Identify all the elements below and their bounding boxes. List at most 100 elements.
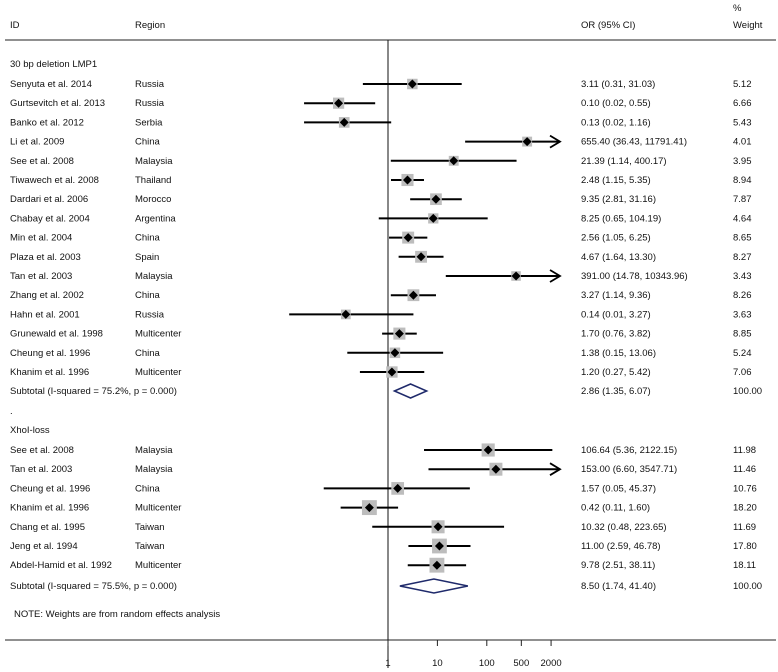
study-region: China xyxy=(135,137,161,148)
study-id: Zhang et al. 2002 xyxy=(10,290,84,301)
study-id: Grunewald et al. 1998 xyxy=(10,329,103,340)
forest-rows: 30 bp deletion LMP1 Senyuta et al. 2014 Ru… xyxy=(10,59,762,620)
point-estimate xyxy=(522,137,532,147)
study-or-ci: 3.11 (0.31, 31.03) xyxy=(581,79,655,90)
study-weight: 4.01 xyxy=(733,137,752,148)
study-id: Dardari et al. 2006 xyxy=(10,194,88,205)
study-weight: 8.85 xyxy=(733,329,752,340)
study-region: Multicenter xyxy=(135,503,181,514)
point-estimate xyxy=(393,483,403,493)
study-region: Morocco xyxy=(135,194,171,205)
study-or-ci: 1.70 (0.76, 3.82) xyxy=(581,329,651,340)
subtotal-label: Subtotal (I-squared = 75.2%, p = 0.000) xyxy=(10,386,177,397)
study-id: Chang et al. 1995 xyxy=(10,522,85,533)
study-weight: 3.95 xyxy=(733,156,752,167)
point-estimate xyxy=(402,175,412,185)
study-id: Min et al. 2004 xyxy=(10,233,72,244)
study-weight: 11.46 xyxy=(733,464,756,475)
study-or-ci: 0.10 (0.02, 0.55) xyxy=(581,98,651,109)
study-region: Multicenter xyxy=(135,367,181,378)
header-region: Region xyxy=(135,20,165,31)
point-estimate xyxy=(408,290,418,300)
subtotal-or-ci: 8.50 (1.74, 41.40) xyxy=(581,581,656,592)
x-tick-label: 500 xyxy=(513,658,529,669)
study-weight: 3.63 xyxy=(733,309,752,320)
study-or-ci: 10.32 (0.48, 223.65) xyxy=(581,522,667,533)
study-region: Multicenter xyxy=(135,329,181,340)
study-or-ci: 655.40 (36.43, 11791.41) xyxy=(581,137,687,148)
group-label: 30 bp deletion LMP1 xyxy=(10,59,97,70)
x-tick-label: 10 xyxy=(432,658,443,669)
x-tick-label: 1 xyxy=(385,658,390,669)
study-region: Russia xyxy=(135,98,165,109)
study-or-ci: 1.57 (0.05, 45.37) xyxy=(581,483,656,494)
point-estimate xyxy=(390,348,400,358)
study-weight: 11.69 xyxy=(733,522,756,533)
study-weight: 18.11 xyxy=(733,560,756,571)
point-estimate xyxy=(428,213,438,223)
study-id: Tan et al. 2003 xyxy=(10,271,72,282)
study-or-ci: 9.78 (2.51, 38.11) xyxy=(581,560,655,571)
study-weight: 4.64 xyxy=(733,213,752,224)
study-or-ci: 153.00 (6.60, 3547.71) xyxy=(581,464,677,475)
point-estimate xyxy=(364,503,374,513)
study-id: Tiwawech et al. 2008 xyxy=(10,175,99,186)
point-estimate xyxy=(449,156,459,166)
study-region: Russia xyxy=(135,79,165,90)
subtotal-label: Subtotal (I-squared = 75.5%, p = 0.000) xyxy=(10,581,177,592)
study-or-ci: 2.48 (1.15, 5.35) xyxy=(581,175,651,186)
study-or-ci: 21.39 (1.14, 400.17) xyxy=(581,156,667,167)
point-estimate xyxy=(394,329,404,339)
header-weight: Weight xyxy=(733,20,763,31)
study-region: Multicenter xyxy=(135,560,181,571)
point-estimate xyxy=(416,252,426,262)
study-or-ci: 3.27 (1.14, 9.36) xyxy=(581,290,651,301)
footnote: NOTE: Weights are from random effects an… xyxy=(14,609,220,620)
point-estimate xyxy=(407,79,417,89)
study-or-ci: 1.38 (0.15, 13.06) xyxy=(581,348,656,359)
study-or-ci: 8.25 (0.65, 104.19) xyxy=(581,213,661,224)
header-id: ID xyxy=(10,20,20,31)
study-region: Malaysia xyxy=(135,464,173,475)
group-separator: . xyxy=(10,406,13,417)
study-region: Malaysia xyxy=(135,156,173,167)
group-label: XhoI-loss xyxy=(10,425,50,436)
study-weight: 17.80 xyxy=(733,541,757,552)
study-id: Abdel-Hamid et al. 1992 xyxy=(10,560,112,571)
study-region: Thailand xyxy=(135,175,171,186)
study-or-ci: 9.35 (2.81, 31.16) xyxy=(581,194,656,205)
study-id: Plaza et al. 2003 xyxy=(10,252,81,263)
subtotal-or-ci: 2.86 (1.35, 6.07) xyxy=(581,386,651,397)
study-region: Russia xyxy=(135,309,165,320)
study-id: Tan et al. 2003 xyxy=(10,464,72,475)
study-weight: 3.43 xyxy=(733,271,752,282)
point-estimate xyxy=(433,522,443,532)
study-weight: 8.26 xyxy=(733,290,752,301)
x-tick-label: 100 xyxy=(479,658,495,669)
point-estimate xyxy=(511,271,521,281)
x-axis: 1 10 100 500 2000 xyxy=(385,640,562,669)
point-estimate xyxy=(403,233,413,243)
study-or-ci: 0.14 (0.01, 3.27) xyxy=(581,309,651,320)
study-weight: 5.24 xyxy=(733,348,752,359)
study-weight: 6.66 xyxy=(733,98,752,109)
header-or: OR (95% CI) xyxy=(581,20,635,31)
study-weight: 8.94 xyxy=(733,175,752,186)
study-id: Cheung et al. 1996 xyxy=(10,348,90,359)
point-estimate xyxy=(339,117,349,127)
study-id: See et al. 2008 xyxy=(10,445,74,456)
study-id: Jeng et al. 1994 xyxy=(10,541,78,552)
subtotal-diamond xyxy=(392,383,429,399)
study-region: Taiwan xyxy=(135,541,165,552)
study-region: Malaysia xyxy=(135,271,173,282)
ci-arrow xyxy=(549,462,562,476)
study-or-ci: 0.13 (0.02, 1.16) xyxy=(581,117,651,128)
study-or-ci: 0.42 (0.11, 1.60) xyxy=(581,503,650,514)
study-region: China xyxy=(135,233,161,244)
study-or-ci: 11.00 (2.59, 46.78) xyxy=(581,541,661,552)
subtotal-weight: 100.00 xyxy=(733,386,762,397)
point-estimate xyxy=(431,194,441,204)
ci-arrow xyxy=(549,134,562,149)
point-estimate xyxy=(341,309,351,319)
